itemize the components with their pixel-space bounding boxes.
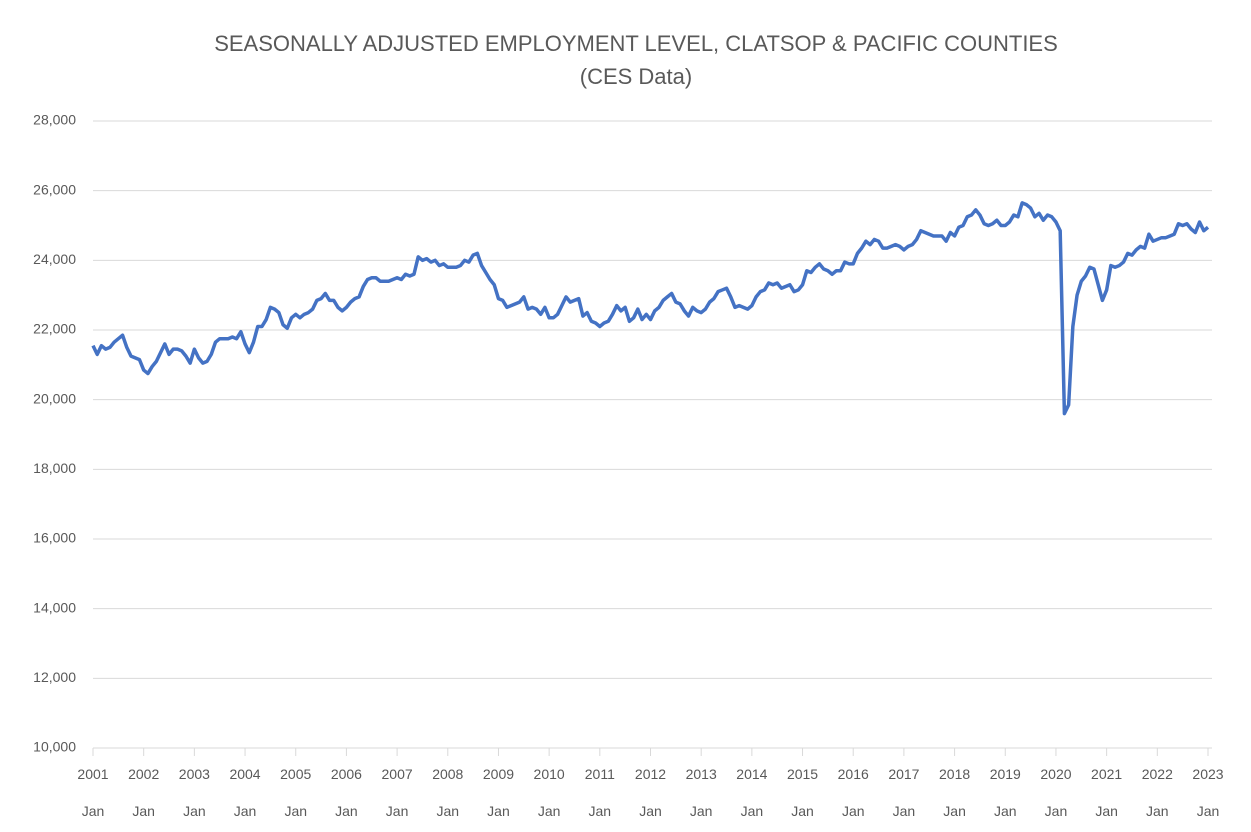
y-tick-label: 28,000 xyxy=(33,112,76,128)
x-tick-label: 2023 Jan xyxy=(1192,766,1223,819)
x-tick-label: 2004 Jan xyxy=(229,766,260,819)
y-tick-label: 14,000 xyxy=(33,599,76,615)
data-line xyxy=(91,201,1210,416)
x-tick-label: 2001 Jan xyxy=(77,766,108,819)
x-tick-label: 2011 Jan xyxy=(585,766,615,819)
x-tick-label: 2003 Jan xyxy=(179,766,210,819)
chart-title: SEASONALLY ADJUSTED EMPLOYMENT LEVEL, CL… xyxy=(214,31,1058,56)
x-tick-label: 2005 Jan xyxy=(280,766,311,819)
x-tick-label: 2007 Jan xyxy=(382,766,413,819)
x-tick-label: 2020 Jan xyxy=(1040,766,1071,819)
x-tick-label: 2002 Jan xyxy=(128,766,159,819)
x-tick-label: 2010 Jan xyxy=(534,766,565,819)
y-tick-label: 18,000 xyxy=(33,460,76,476)
y-tick-label: 10,000 xyxy=(33,739,76,755)
x-tick-label: 2009 Jan xyxy=(483,766,514,819)
y-tick-label: 16,000 xyxy=(33,530,76,546)
x-tick-label: 2014 Jan xyxy=(736,766,767,819)
x-tick-label: 2021 Jan xyxy=(1091,766,1122,819)
y-tick-label: 12,000 xyxy=(33,669,76,685)
y-tick-label: 20,000 xyxy=(33,390,76,406)
x-tick-label: 2019 Jan xyxy=(990,766,1021,819)
y-tick-label: 22,000 xyxy=(33,321,76,337)
x-tick-label: 2017 Jan xyxy=(888,766,919,819)
x-tick-label: 2013 Jan xyxy=(686,766,717,819)
chart-subtitle: (CES Data) xyxy=(580,64,692,89)
x-tick-label: 2016 Jan xyxy=(838,766,869,819)
x-tick-label: 2018 Jan xyxy=(939,766,970,819)
x-tick-label: 2012 Jan xyxy=(635,766,666,819)
x-tick-label: 2006 Jan xyxy=(331,766,362,819)
x-tick-label: 2022 Jan xyxy=(1142,766,1173,819)
x-tick-label: 2008 Jan xyxy=(432,766,463,819)
y-tick-label: 26,000 xyxy=(33,181,76,197)
y-tick-label: 24,000 xyxy=(33,251,76,267)
x-tick-label: 2015 Jan xyxy=(787,766,818,819)
